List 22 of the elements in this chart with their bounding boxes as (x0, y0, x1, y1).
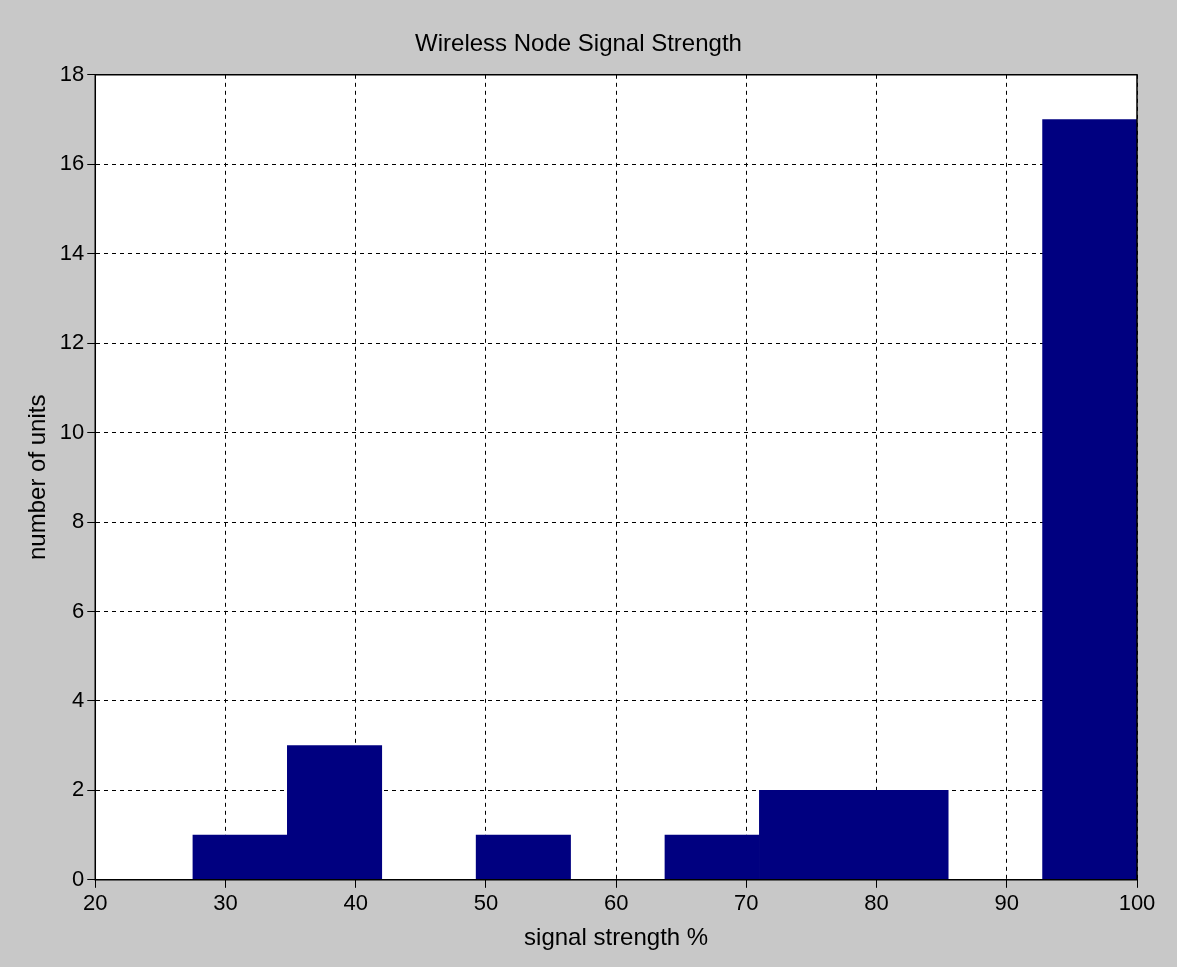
x-tick-label: 50 (473, 890, 499, 916)
x-tick-label: 100 (1118, 890, 1156, 916)
x-tick-label: 30 (213, 890, 238, 916)
y-tick-label: 14 (59, 239, 85, 265)
x-axis-title: signal strength % (524, 923, 709, 951)
y-tick-label: 10 (59, 418, 85, 444)
x-tick-label: 40 (343, 890, 368, 916)
y-tick-label: 8 (72, 508, 85, 534)
x-tick-label: 80 (864, 890, 889, 916)
x-tick-label: 60 (603, 890, 629, 916)
y-tick-label: 2 (72, 776, 85, 802)
x-tick-label: 70 (734, 890, 759, 916)
y-tick-label: 16 (59, 150, 85, 176)
x-tick-label: 90 (994, 890, 1020, 916)
chart-title: Wireless Node Signal Strength (415, 29, 742, 57)
y-tick-label: 18 (59, 60, 85, 86)
x-tick-label: 20 (83, 890, 108, 916)
y-axis-title: number of units (23, 394, 51, 561)
y-tick-label: 0 (72, 865, 85, 891)
y-tick-label: 6 (72, 597, 85, 623)
y-tick-label: 4 (72, 686, 85, 712)
y-tick-label: 12 (59, 329, 85, 355)
